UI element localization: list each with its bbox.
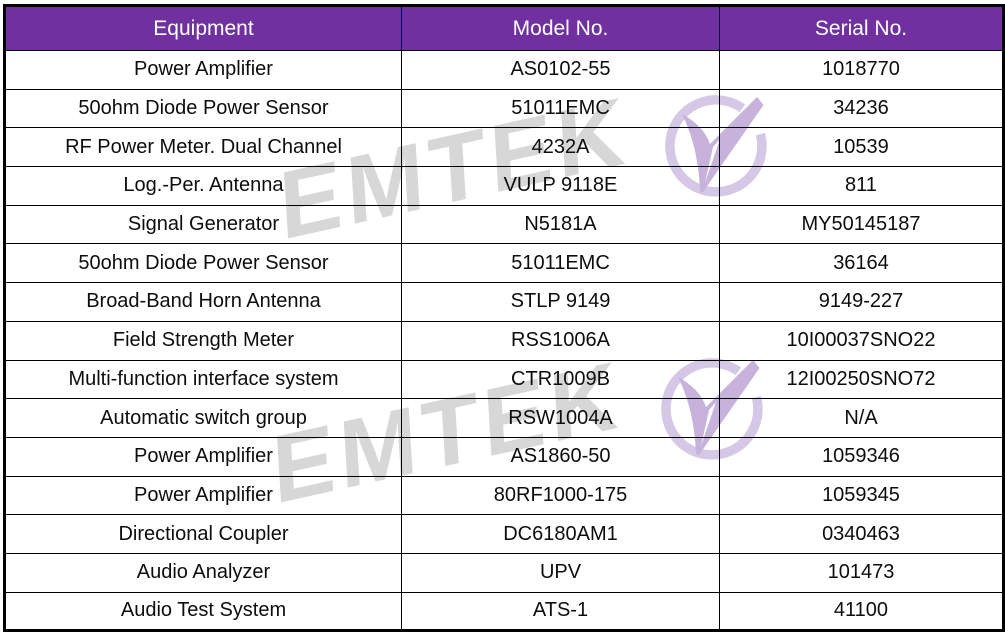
- cell-serial: 34236: [719, 88, 1004, 129]
- column-header-serial-no: Serial No.: [719, 5, 1004, 51]
- cell-serial: 12I00250SNO72: [719, 359, 1004, 400]
- cell-model: RSS1006A: [401, 320, 720, 361]
- table-row: Broad-Band Horn Antenna STLP 9149 9149-2…: [4, 282, 1004, 322]
- table-row: Multi-function interface system CTR1009B…: [4, 359, 1004, 400]
- equipment-table: Equipment Model No. Serial No. Power Amp…: [3, 4, 1005, 632]
- cell-equipment: 50ohm Diode Power Sensor: [4, 243, 402, 284]
- table-row: Log.-Per. Antenna VULP 9118E 811: [4, 166, 1004, 206]
- table-row: 50ohm Diode Power Sensor 51011EMC 36164: [4, 243, 1004, 284]
- cell-equipment: Broad-Band Horn Antenna: [4, 282, 402, 322]
- cell-model: RSW1004A: [401, 398, 720, 438]
- table-row: Signal Generator N5181A MY50145187: [4, 204, 1004, 245]
- cell-serial: N/A: [719, 398, 1004, 438]
- cell-equipment: Audio Analyzer: [4, 552, 402, 593]
- cell-model: VULP 9118E: [401, 166, 720, 206]
- cell-model: DC6180AM1: [401, 514, 720, 554]
- cell-equipment: 50ohm Diode Power Sensor: [4, 88, 402, 129]
- cell-serial: 9149-227: [719, 282, 1004, 322]
- cell-equipment: Power Amplifier: [4, 436, 402, 477]
- table-row: Power Amplifier AS1860-50 1059346: [4, 436, 1004, 477]
- header-row: Equipment Model No. Serial No.: [4, 5, 1004, 51]
- cell-serial: 101473: [719, 552, 1004, 593]
- cell-model: AS1860-50: [401, 436, 720, 477]
- cell-equipment: Power Amplifier: [4, 50, 402, 90]
- cell-model: 51011EMC: [401, 88, 720, 129]
- cell-equipment: Signal Generator: [4, 204, 402, 245]
- cell-serial: 0340463: [719, 514, 1004, 554]
- cell-equipment: Field Strength Meter: [4, 320, 402, 361]
- cell-equipment: Audio Test System: [4, 591, 402, 632]
- table-row: Power Amplifier 80RF1000-175 1059345: [4, 475, 1004, 516]
- cell-model: UPV: [401, 552, 720, 593]
- table-row: Field Strength Meter RSS1006A 10I00037SN…: [4, 320, 1004, 361]
- column-header-model-no: Model No.: [401, 5, 720, 51]
- cell-serial: 811: [719, 166, 1004, 206]
- cell-model: 80RF1000-175: [401, 475, 720, 516]
- cell-serial: 36164: [719, 243, 1004, 284]
- cell-serial: 1018770: [719, 50, 1004, 90]
- cell-equipment: Directional Coupler: [4, 514, 402, 554]
- cell-serial: 10I00037SNO22: [719, 320, 1004, 361]
- cell-serial: 1059345: [719, 475, 1004, 516]
- cell-model: 4232A: [401, 127, 720, 168]
- cell-serial: 41100: [719, 591, 1004, 632]
- cell-equipment: Automatic switch group: [4, 398, 402, 438]
- table-row: Audio Analyzer UPV 101473: [4, 552, 1004, 593]
- cell-equipment: Power Amplifier: [4, 475, 402, 516]
- cell-serial: MY50145187: [719, 204, 1004, 245]
- cell-serial: 10539: [719, 127, 1004, 168]
- cell-equipment: RF Power Meter. Dual Channel: [4, 127, 402, 168]
- cell-model: ATS-1: [401, 591, 720, 632]
- cell-model: N5181A: [401, 204, 720, 245]
- table-row: 50ohm Diode Power Sensor 51011EMC 34236: [4, 88, 1004, 129]
- cell-model: CTR1009B: [401, 359, 720, 400]
- table-row: Audio Test System ATS-1 41100: [4, 591, 1004, 632]
- cell-equipment: Multi-function interface system: [4, 359, 402, 400]
- table-row: Automatic switch group RSW1004A N/A: [4, 398, 1004, 438]
- table-row: RF Power Meter. Dual Channel 4232A 10539: [4, 127, 1004, 168]
- cell-serial: 1059346: [719, 436, 1004, 477]
- table-row: Power Amplifier AS0102-55 1018770: [4, 50, 1004, 90]
- column-header-equipment: Equipment: [4, 5, 402, 51]
- cell-model: 51011EMC: [401, 243, 720, 284]
- cell-equipment: Log.-Per. Antenna: [4, 166, 402, 206]
- cell-model: AS0102-55: [401, 50, 720, 90]
- table-row: Directional Coupler DC6180AM1 0340463: [4, 514, 1004, 554]
- cell-model: STLP 9149: [401, 282, 720, 322]
